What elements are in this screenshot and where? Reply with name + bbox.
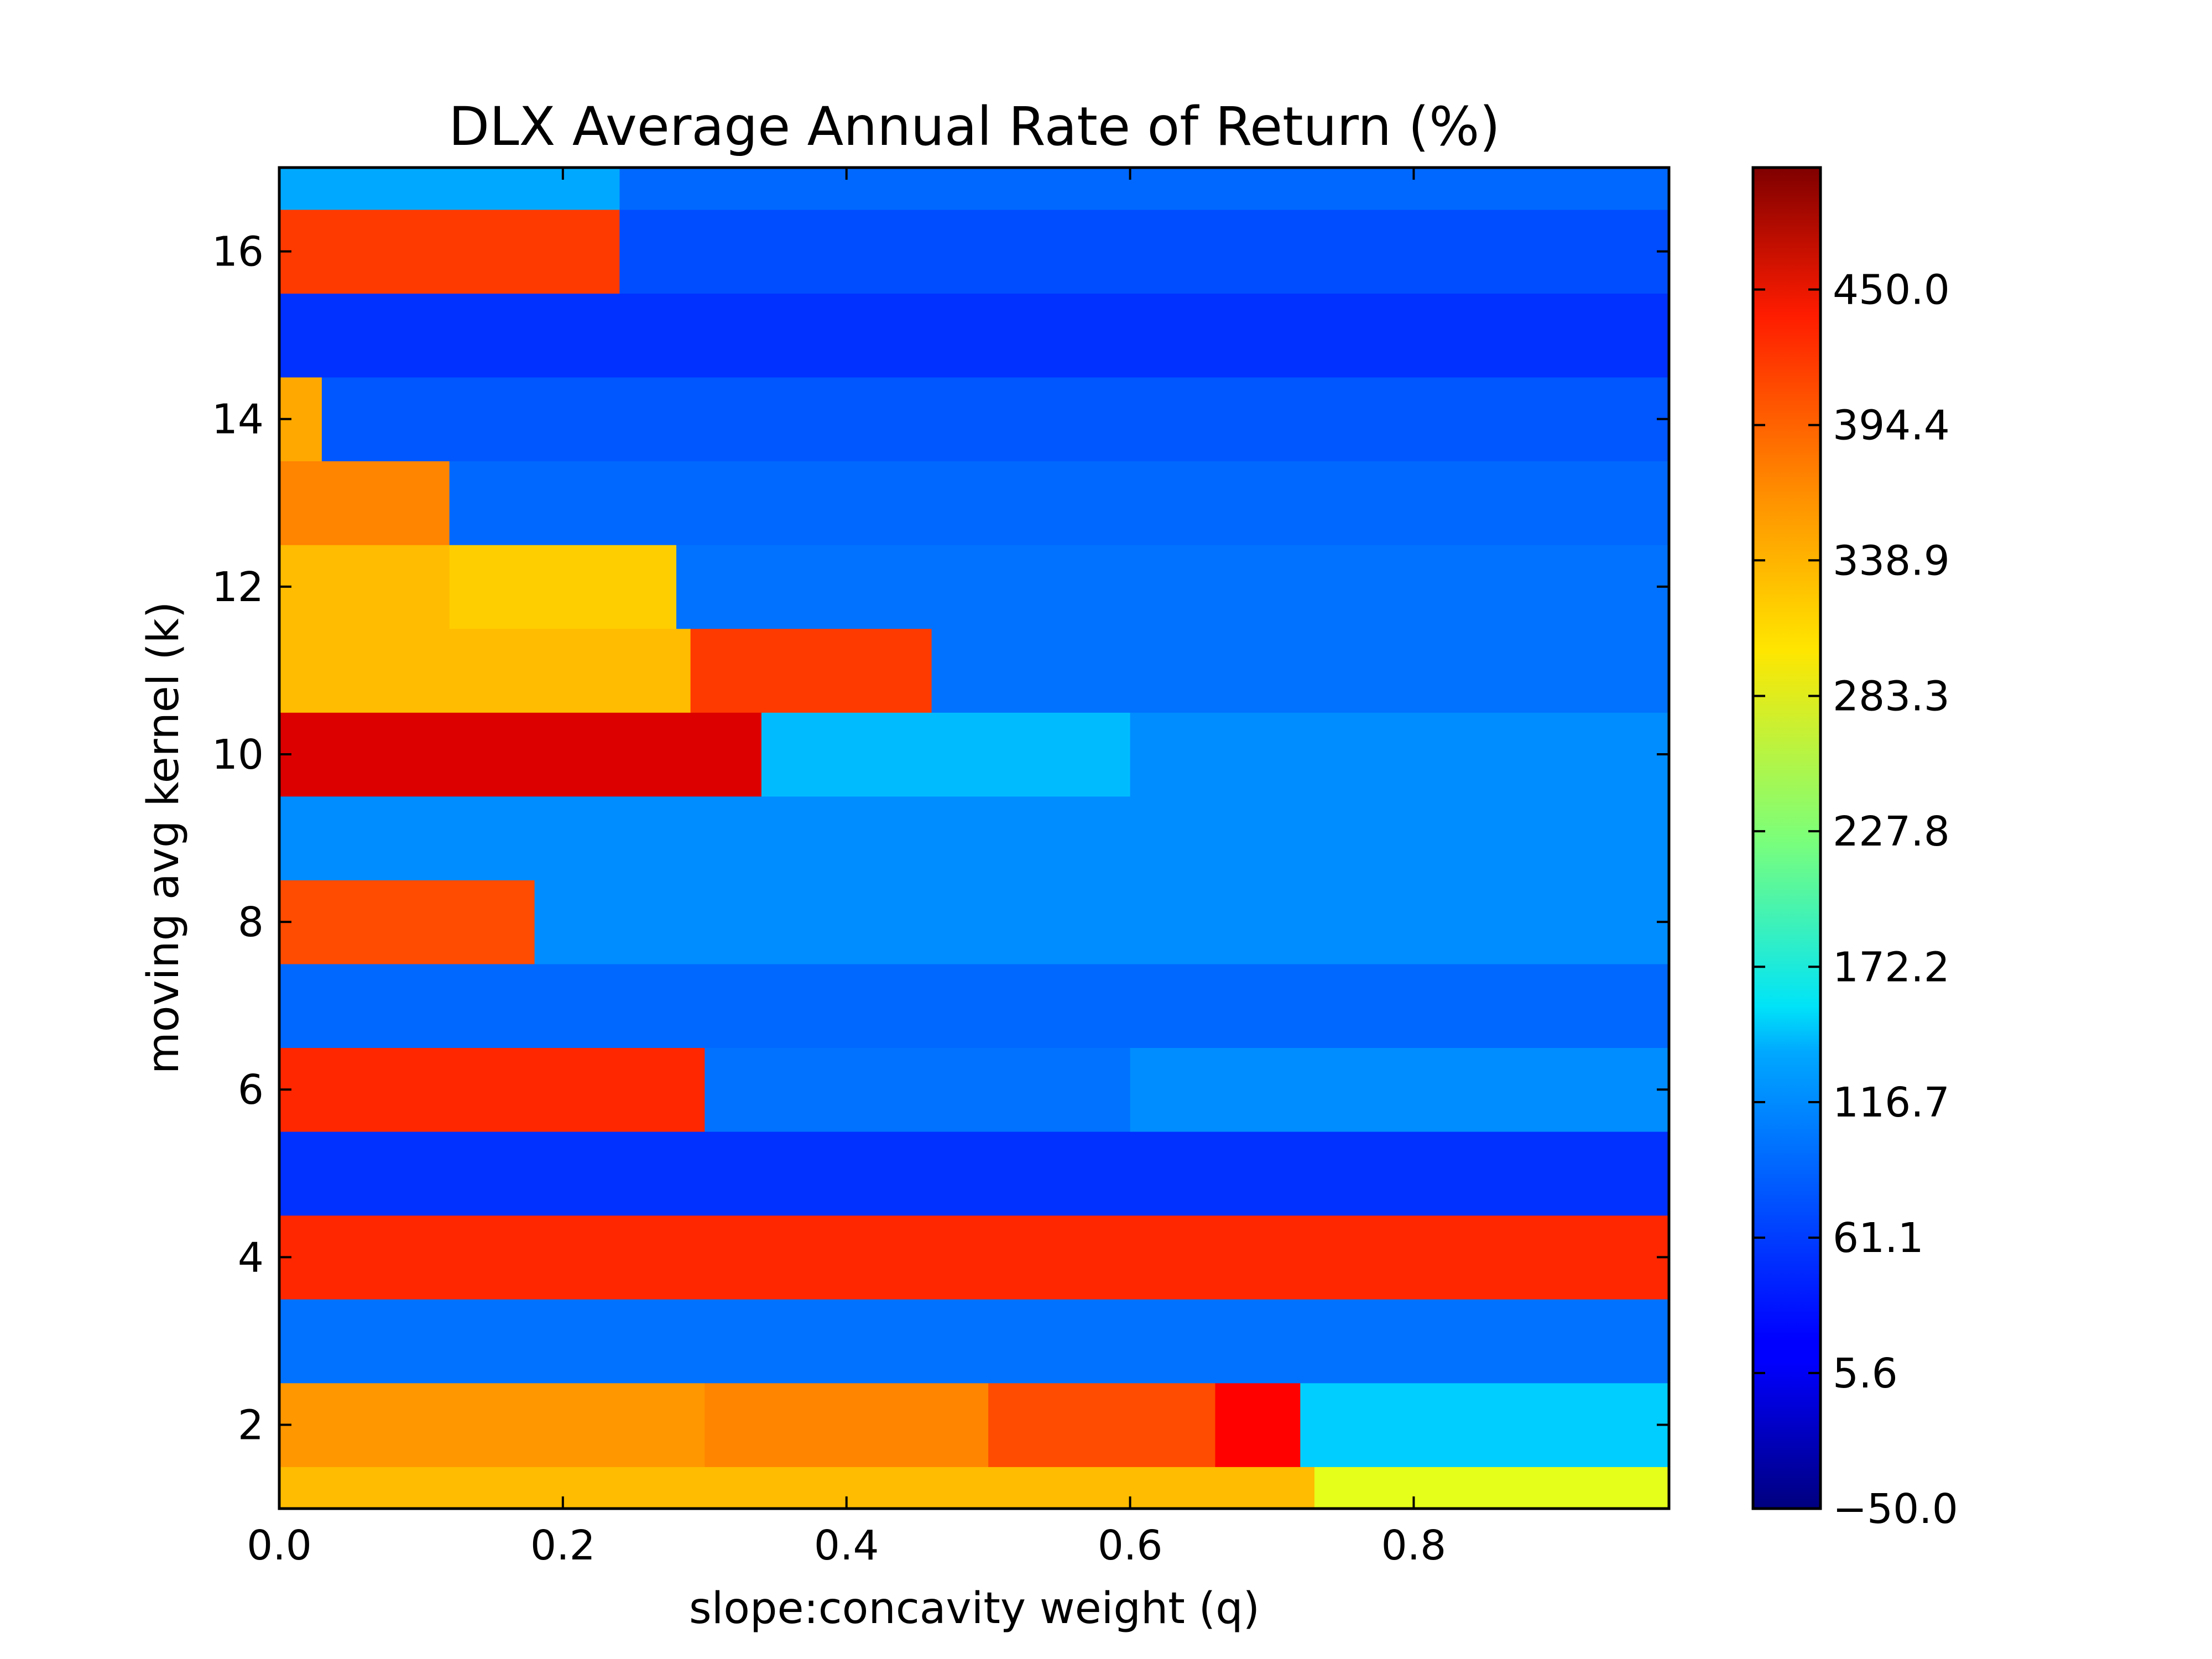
colorbar-ticks: −50.0 5.6 61.1 116.7 172.2 227.8 283.3 338.9 394… — [1753, 266, 1958, 1533]
y-axis-label: moving avg kernel (k) — [139, 602, 189, 1074]
heat-cell — [1130, 1047, 1670, 1132]
heat-cell — [279, 796, 1670, 880]
colorbar-tick-label: 5.6 — [1833, 1350, 1898, 1397]
colorbar: −50.0 5.6 61.1 116.7 172.2 227.8 283.3 338.9 394… — [1751, 166, 1958, 1533]
heat-cell — [449, 461, 1670, 545]
x-tick-label: 0.0 — [247, 1522, 312, 1569]
heat-cell — [279, 628, 691, 713]
heat-cell — [279, 1467, 1315, 1509]
colorbar-tick-label: 450.0 — [1833, 266, 1950, 314]
y-tick-label: 10 — [212, 731, 264, 779]
colorbar-tick-label: 338.9 — [1833, 537, 1950, 585]
heat-cell — [279, 293, 1670, 378]
heat-cell — [676, 545, 1670, 629]
heat-cell — [1300, 1383, 1670, 1467]
chart-title: DLX Average Annual Rate of Return (%) — [448, 96, 1500, 158]
heat-cell — [761, 712, 1131, 797]
heat-cell — [619, 209, 1670, 294]
heat-cell — [279, 1047, 705, 1132]
heat-cell — [279, 1299, 1670, 1384]
heat-cell — [321, 377, 1670, 462]
heat-cell — [279, 209, 620, 294]
heat-cell — [449, 545, 677, 629]
heat-cell — [279, 880, 535, 964]
heat-cells — [279, 168, 1670, 1509]
y-tick-label: 2 — [238, 1401, 264, 1449]
y-tick-label: 12 — [212, 564, 264, 611]
x-axis: 0.0 0.2 0.4 0.6 0.8 — [247, 168, 1446, 1569]
x-axis-label: slope:concavity weight (q) — [689, 1584, 1260, 1634]
heat-cell — [279, 1215, 1670, 1300]
x-tick-label: 0.4 — [814, 1522, 879, 1569]
y-tick-label: 14 — [212, 396, 264, 444]
heat-cell — [1314, 1467, 1670, 1509]
colorbar-tick-label: 61.1 — [1833, 1214, 1924, 1262]
colorbar-bar — [1751, 166, 1822, 1510]
heat-cell — [534, 880, 1670, 964]
x-tick-label: 0.6 — [1098, 1522, 1163, 1569]
colorbar-tick-label: −50.0 — [1833, 1485, 1958, 1533]
x-tick-label: 0.2 — [530, 1522, 596, 1569]
colorbar-tick-label: 283.3 — [1833, 672, 1950, 720]
y-tick-label: 8 — [238, 899, 264, 946]
heat-cell — [279, 963, 1670, 1048]
heat-cell — [619, 168, 1670, 210]
heat-cell — [279, 1131, 1670, 1216]
heat-cell — [705, 1047, 1131, 1132]
colorbar-tick-label: 227.8 — [1833, 808, 1950, 855]
y-tick-label: 16 — [212, 228, 264, 276]
plot-area — [278, 166, 1671, 1510]
heat-cell — [279, 545, 450, 629]
heat-cell — [279, 1383, 705, 1467]
x-tick-label: 0.8 — [1381, 1522, 1447, 1569]
heat-cell — [279, 712, 762, 797]
heat-cell — [705, 1383, 989, 1467]
y-axis: 2 4 6 8 10 12 14 16 — [212, 228, 1669, 1449]
y-tick-label: 4 — [238, 1234, 264, 1281]
heat-cell — [988, 1383, 1215, 1467]
plot-frame — [278, 166, 1671, 1510]
heat-cell — [1215, 1383, 1301, 1467]
y-tick-label: 6 — [238, 1066, 264, 1114]
heat-cell — [279, 168, 620, 210]
heat-cell — [931, 628, 1670, 713]
heat-cell — [279, 461, 450, 545]
colorbar-tick-label: 394.4 — [1833, 402, 1950, 450]
heat-cell — [1130, 712, 1670, 797]
colorbar-tick-label: 116.7 — [1833, 1079, 1950, 1126]
colorbar-tick-label: 172.2 — [1833, 943, 1950, 991]
heat-cell — [690, 628, 932, 713]
